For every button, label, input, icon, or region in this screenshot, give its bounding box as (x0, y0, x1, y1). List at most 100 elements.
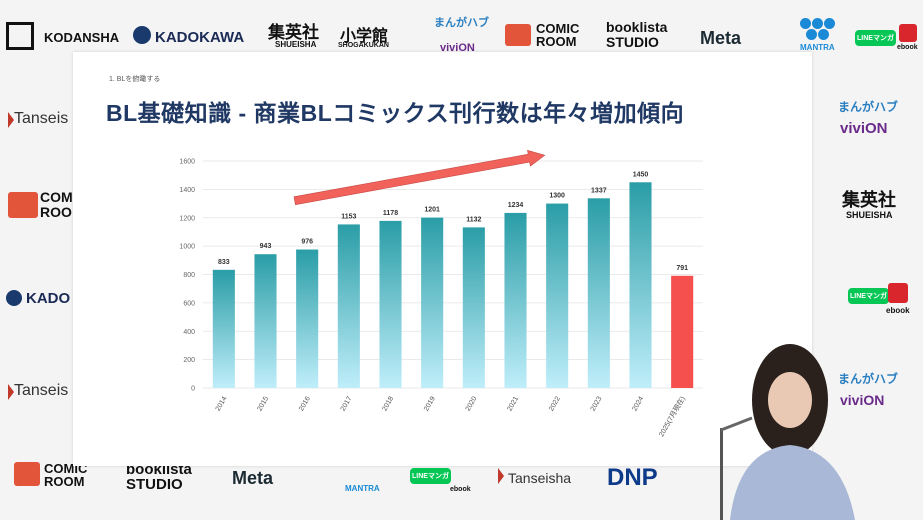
bar-2014 (212, 269, 235, 388)
meta-logo-top: Meta (700, 28, 742, 48)
bar-2021 (504, 212, 527, 388)
trend-arrow-icon (293, 149, 546, 206)
mantra-logo-mark (800, 18, 836, 42)
meta-logo-bottom: Meta (232, 468, 274, 488)
ebook-logo-top: ebook (897, 44, 918, 51)
chart-data-labels: 833 943 976 1153 1178 1201 1132 1234 1300 1337 145… (218, 171, 688, 271)
kodansha-logo-mark (6, 22, 34, 50)
vivion-logo-right-2: viviON (840, 392, 885, 408)
bar-2018 (379, 220, 402, 388)
chart-y-axis: 0 200 400 600 800 1000 1200 1400 1600 (179, 159, 195, 393)
data-label: 1132 (466, 216, 481, 223)
section-label: 1. BLを俯瞰する (109, 76, 161, 83)
bar-2017 (337, 224, 360, 388)
y-tick-label: 1400 (179, 187, 195, 194)
comic-room-logo-left: COMIC ROO (40, 189, 87, 220)
tanseisha-logo-left: Tanseis (14, 110, 69, 127)
booklista-logo-top: booklista STUDIO (606, 19, 668, 50)
presenter-body (730, 445, 855, 520)
bar-2025(7月現在) (671, 275, 694, 388)
ebook-mark-right (888, 283, 908, 303)
kadokawa-logo-left: KADO (26, 290, 71, 307)
data-label: 976 (301, 239, 313, 246)
x-tick-label: 2016 (298, 395, 312, 412)
shogakukan-en: SHOGAKUKAN (338, 42, 389, 49)
bar-2022 (546, 203, 569, 388)
y-tick-label: 400 (183, 329, 195, 336)
vivion-logo-right: viviON (840, 120, 888, 137)
presentation-slide: 1. BLを俯瞰する BL基礎知識 - 商業BLコミックス刊行数は年々増加傾向 … (73, 52, 812, 466)
data-label: 1234 (508, 202, 524, 209)
manga-hub-logo-right-2: まんがハブ (838, 372, 899, 386)
x-tick-label: 2020 (465, 395, 479, 412)
presenter-face (768, 372, 812, 428)
bar-chart: 0 200 400 600 800 1000 1200 1400 1600 833 943 976 1… (179, 149, 703, 439)
tanseisha-mark-bottom (498, 468, 504, 484)
line-manga-logo-right: LINEマンガ (848, 288, 889, 304)
tanseisha-mark-left (8, 112, 14, 128)
x-tick-label: 2018 (381, 395, 395, 412)
data-label: 1450 (633, 171, 649, 178)
data-label: 1337 (591, 187, 607, 194)
manga-hub-logo-top: まんがハブ (434, 17, 489, 29)
shueisha-en-right: SHUEISHA (846, 210, 893, 220)
trend-arrow (293, 149, 546, 206)
data-label: 833 (218, 259, 230, 266)
x-tick-label: 2023 (590, 395, 604, 412)
shueisha-logo-right: 集英社 (842, 190, 896, 210)
y-tick-label: 1000 (179, 244, 195, 251)
mic-stand (720, 428, 723, 520)
chart-bars (212, 182, 694, 388)
shueisha-logo-top: 集英社 (268, 23, 319, 42)
slide-title: BL基礎知識 - 商業BLコミックス刊行数は年々増加傾向 (106, 100, 685, 126)
bar-2015 (254, 254, 277, 388)
tanseisha-logo-bottom: Tanseisha (508, 470, 572, 486)
data-label: 943 (260, 243, 272, 250)
mantra-logo-bottom: MANTRA (345, 484, 380, 493)
data-label: 1178 (383, 210, 398, 217)
x-tick-label: 2024 (631, 395, 645, 412)
vivion-logo-top: viviON (440, 42, 475, 54)
mic-arm (720, 416, 753, 432)
x-tick-label: 2017 (340, 395, 354, 412)
x-tick-label: 2021 (506, 395, 520, 412)
kadokawa-logo-mark (133, 26, 151, 44)
x-tick-label: 2015 (256, 395, 270, 412)
kodansha-logo: KODANSHA (44, 30, 120, 45)
ebook-logo-mark-top (899, 24, 917, 42)
manga-hub-logo-right: まんがハブ (838, 100, 899, 114)
comic-room-mark-bottom (14, 462, 40, 486)
kadokawa-logo: KADOKAWA (155, 29, 245, 46)
comic-room-mark-left (8, 192, 38, 218)
kadokawa-mark-left (6, 290, 22, 306)
x-tick-label: 2014 (215, 395, 229, 412)
comic-room-logo-mark (505, 24, 531, 46)
bar-2016 (296, 249, 319, 388)
chart-gridlines (203, 160, 703, 389)
chart-x-axis: 2014 2015 2016 2017 2018 2019 2020 2021 2022 2023… (215, 395, 687, 439)
y-tick-label: 600 (183, 300, 195, 307)
ebook-logo-bottom: ebook (450, 486, 471, 493)
data-label: 791 (676, 265, 688, 272)
tanseisha-logo-left-2: Tanseis (14, 382, 69, 399)
y-tick-label: 1600 (179, 159, 195, 166)
y-tick-label: 800 (183, 272, 195, 279)
data-label: 1300 (549, 193, 565, 200)
ebook-logo-right: ebook (886, 306, 910, 315)
bar-2020 (462, 227, 485, 388)
shueisha-en-top: SHUEISHA (275, 40, 317, 49)
bar-2024 (629, 182, 652, 388)
presenter-video (720, 344, 855, 520)
tanseisha-mark-left-2 (8, 384, 14, 400)
x-tick-label: 2025(7月現在) (657, 395, 687, 439)
x-tick-label: 2019 (423, 395, 437, 412)
mantra-logo-top: MANTRA (800, 43, 835, 52)
bar-2019 (421, 217, 444, 388)
dnp-logo-bottom: DNP (607, 464, 658, 491)
bar-2023 (587, 198, 610, 388)
line-manga-logo-top: LINEマンガ (855, 30, 896, 46)
y-tick-label: 1200 (179, 215, 195, 222)
data-label: 1153 (341, 213, 356, 220)
y-tick-label: 200 (183, 357, 195, 364)
